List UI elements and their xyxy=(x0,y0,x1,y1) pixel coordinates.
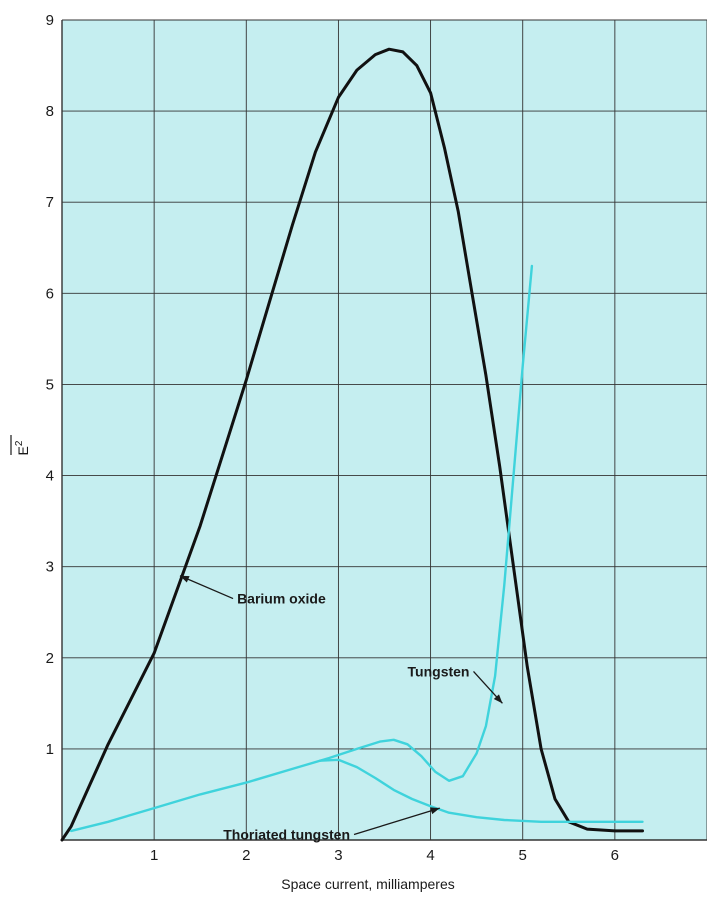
annotation-leader-barium-oxide xyxy=(179,575,234,600)
x-tick-label: 2 xyxy=(242,847,250,864)
annotation-arrowhead-thoriated-tungsten xyxy=(430,807,440,815)
x-tick-label: 4 xyxy=(426,847,434,864)
annotation-barium-oxide: Barium oxide xyxy=(237,591,326,607)
y-axis-label-sup: 2 xyxy=(14,440,25,446)
annotation-arrowhead-tungsten xyxy=(493,694,503,704)
y-tick-label: 3 xyxy=(46,559,54,576)
x-axis-label: Space current, milliamperes xyxy=(281,876,455,892)
series-line-tungsten xyxy=(70,264,534,833)
annotation-tungsten: Tungsten xyxy=(408,663,470,679)
series-line-barium-oxide xyxy=(60,47,644,842)
y-tick-label: 8 xyxy=(46,103,54,120)
annotations: Barium oxide Tungsten Thoriated tungsten xyxy=(179,575,503,843)
y-axis-label-main: E xyxy=(15,446,31,455)
y-tick-label: 7 xyxy=(46,194,54,211)
y-axis-label: E2 xyxy=(14,440,31,455)
tick-labels: 1 2 3 4 5 6 1 2 3 4 5 6 7 8 9 xyxy=(46,12,619,864)
y-tick-label: 9 xyxy=(46,12,54,29)
grid xyxy=(61,19,707,841)
x-tick-label: 5 xyxy=(519,847,527,864)
axis-labels: Space current, milliamperes E2 xyxy=(10,435,455,892)
x-tick-label: 3 xyxy=(334,847,342,864)
plot-area xyxy=(62,20,707,840)
series-line-thoriated-tungsten xyxy=(318,758,644,823)
y-tick-label: 2 xyxy=(46,650,54,667)
annotation-thoriated-tungsten: Thoriated tungsten xyxy=(223,827,350,843)
plot-background xyxy=(62,20,707,840)
x-tick-label: 6 xyxy=(611,847,619,864)
annotation-leader-thoriated-tungsten xyxy=(353,807,440,836)
annotation-arrowhead-barium-oxide xyxy=(179,575,190,583)
series-lines xyxy=(60,47,644,842)
y-tick-label: 5 xyxy=(46,376,54,393)
x-tick-label: 1 xyxy=(150,847,158,864)
y-tick-label: 4 xyxy=(46,468,54,485)
y-tick-label: 6 xyxy=(46,285,54,302)
y-tick-label: 1 xyxy=(46,741,54,758)
